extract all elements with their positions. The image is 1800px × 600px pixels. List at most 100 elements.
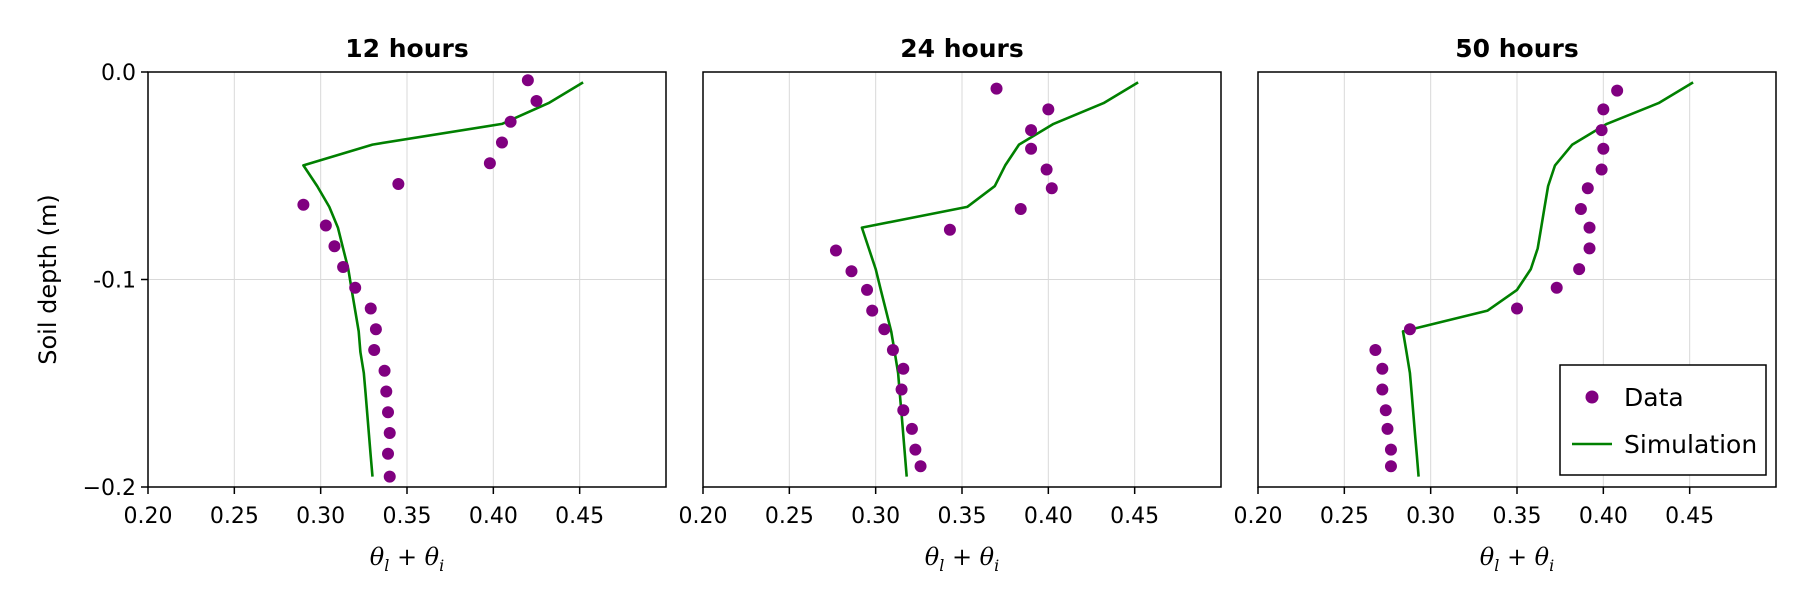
data-point (1025, 124, 1038, 137)
data-point (1550, 281, 1563, 294)
data-point (897, 404, 910, 417)
simulation-line (1401, 81, 1694, 477)
x-tick-label: 0.20 (1234, 504, 1283, 529)
data-point (1403, 323, 1416, 336)
y-tick-label: -0.1 (93, 269, 136, 294)
plot-area (297, 74, 584, 483)
x-tick-label: 0.35 (1493, 504, 1542, 529)
plot-area (829, 81, 1139, 477)
data-point (886, 344, 899, 357)
x-tick-label: 0.30 (1406, 504, 1455, 529)
x-tick-label: 0.40 (1024, 504, 1073, 529)
data-point (1376, 383, 1389, 396)
data-point (905, 422, 918, 435)
data-point (392, 178, 405, 191)
panel-title: 50 hours (1455, 34, 1578, 63)
data-point (866, 304, 879, 317)
data-point (504, 115, 517, 128)
x-tick-label: 0.40 (469, 504, 518, 529)
data-point (364, 302, 377, 315)
data-point (1025, 142, 1038, 155)
data-point (909, 443, 922, 456)
legend-label: Data (1624, 383, 1684, 412)
data-point (368, 344, 381, 357)
data-point (1595, 124, 1608, 137)
data-point (378, 364, 391, 377)
x-tick-label: 0.30 (851, 504, 900, 529)
data-point (337, 261, 350, 274)
x-axis-label: θl + θi (925, 543, 1000, 575)
data-point (530, 95, 543, 108)
data-point (1597, 142, 1610, 155)
data-point (914, 460, 927, 473)
data-point (1384, 443, 1397, 456)
data-point (349, 281, 362, 294)
data-point (1574, 202, 1587, 215)
data-point (328, 240, 341, 253)
data-point (1040, 163, 1053, 176)
x-tick-label: 0.35 (938, 504, 987, 529)
data-point (1595, 163, 1608, 176)
data-point (1611, 84, 1624, 97)
data-point (1376, 362, 1389, 375)
data-point (380, 385, 393, 398)
data-point (878, 323, 891, 336)
x-tick-label: 0.25 (765, 504, 814, 529)
data-point (297, 198, 310, 211)
y-axis-label: Soil depth (m) (34, 194, 62, 364)
x-tick-label: 0.40 (1579, 504, 1628, 529)
data-point (990, 82, 1003, 95)
data-point (1014, 202, 1027, 215)
data-point (1597, 103, 1610, 116)
x-tick-label: 0.35 (383, 504, 432, 529)
data-point (1042, 103, 1055, 116)
data-point (382, 406, 395, 419)
x-tick-label: 0.30 (296, 504, 345, 529)
legend-marker-data (1585, 390, 1599, 404)
legend-box (1559, 364, 1767, 476)
panel-title: 12 hours (345, 34, 468, 63)
data-point (845, 265, 858, 278)
data-point (369, 323, 382, 336)
data-point (1511, 302, 1523, 315)
data-point (861, 283, 874, 296)
x-axis-label: θl + θi (370, 543, 445, 575)
panel-1: 0.20 0.25 0.30 0.35 0.40 0.45 0.0 -0.1 −0.2 Soil … (34, 34, 667, 575)
y-tick-label: −0.2 (83, 476, 136, 501)
x-tick-label: 0.20 (679, 504, 728, 529)
data-point (1381, 422, 1394, 435)
y-tick-label: 0.0 (101, 61, 136, 86)
data-point (1583, 242, 1596, 255)
x-tick-label: 0.45 (1665, 504, 1714, 529)
data-point (1379, 404, 1392, 417)
data-point (1583, 221, 1596, 234)
data-point (895, 383, 908, 396)
x-tick-label: 0.25 (1320, 504, 1369, 529)
data-point (483, 157, 496, 170)
x-tick-label: 0.45 (555, 504, 604, 529)
legend: Data Simulation (1559, 364, 1767, 476)
data-point (521, 74, 534, 87)
simulation-line (302, 81, 584, 477)
panel-title: 24 hours (900, 34, 1023, 63)
data-point (1369, 344, 1382, 357)
legend-label: Simulation (1624, 430, 1757, 459)
data-point (383, 427, 396, 440)
data-point (382, 447, 395, 460)
panel-2: 0.20 0.25 0.30 0.35 0.40 0.45 24 hours θl + θi (679, 34, 1222, 575)
data-point (495, 136, 508, 149)
x-tick-label: 0.20 (124, 504, 173, 529)
data-point (1045, 182, 1058, 195)
x-tick-label: 0.45 (1110, 504, 1159, 529)
x-axis-label: θl + θi (1480, 543, 1555, 575)
data-point (943, 223, 956, 236)
data-point (383, 470, 396, 483)
data-point (897, 362, 910, 375)
data-point (1573, 263, 1586, 276)
panel-3: 0.20 0.25 0.30 0.35 0.40 0.45 50 hours θl + θi D… (1234, 34, 1777, 575)
x-tick-label: 0.25 (210, 504, 259, 529)
data-point (1581, 182, 1594, 195)
plot-area (1369, 81, 1694, 477)
data-point (319, 219, 332, 232)
